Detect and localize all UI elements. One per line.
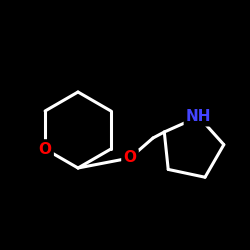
Text: O: O — [124, 150, 136, 166]
Text: NH: NH — [186, 109, 212, 124]
Text: O: O — [38, 142, 52, 156]
